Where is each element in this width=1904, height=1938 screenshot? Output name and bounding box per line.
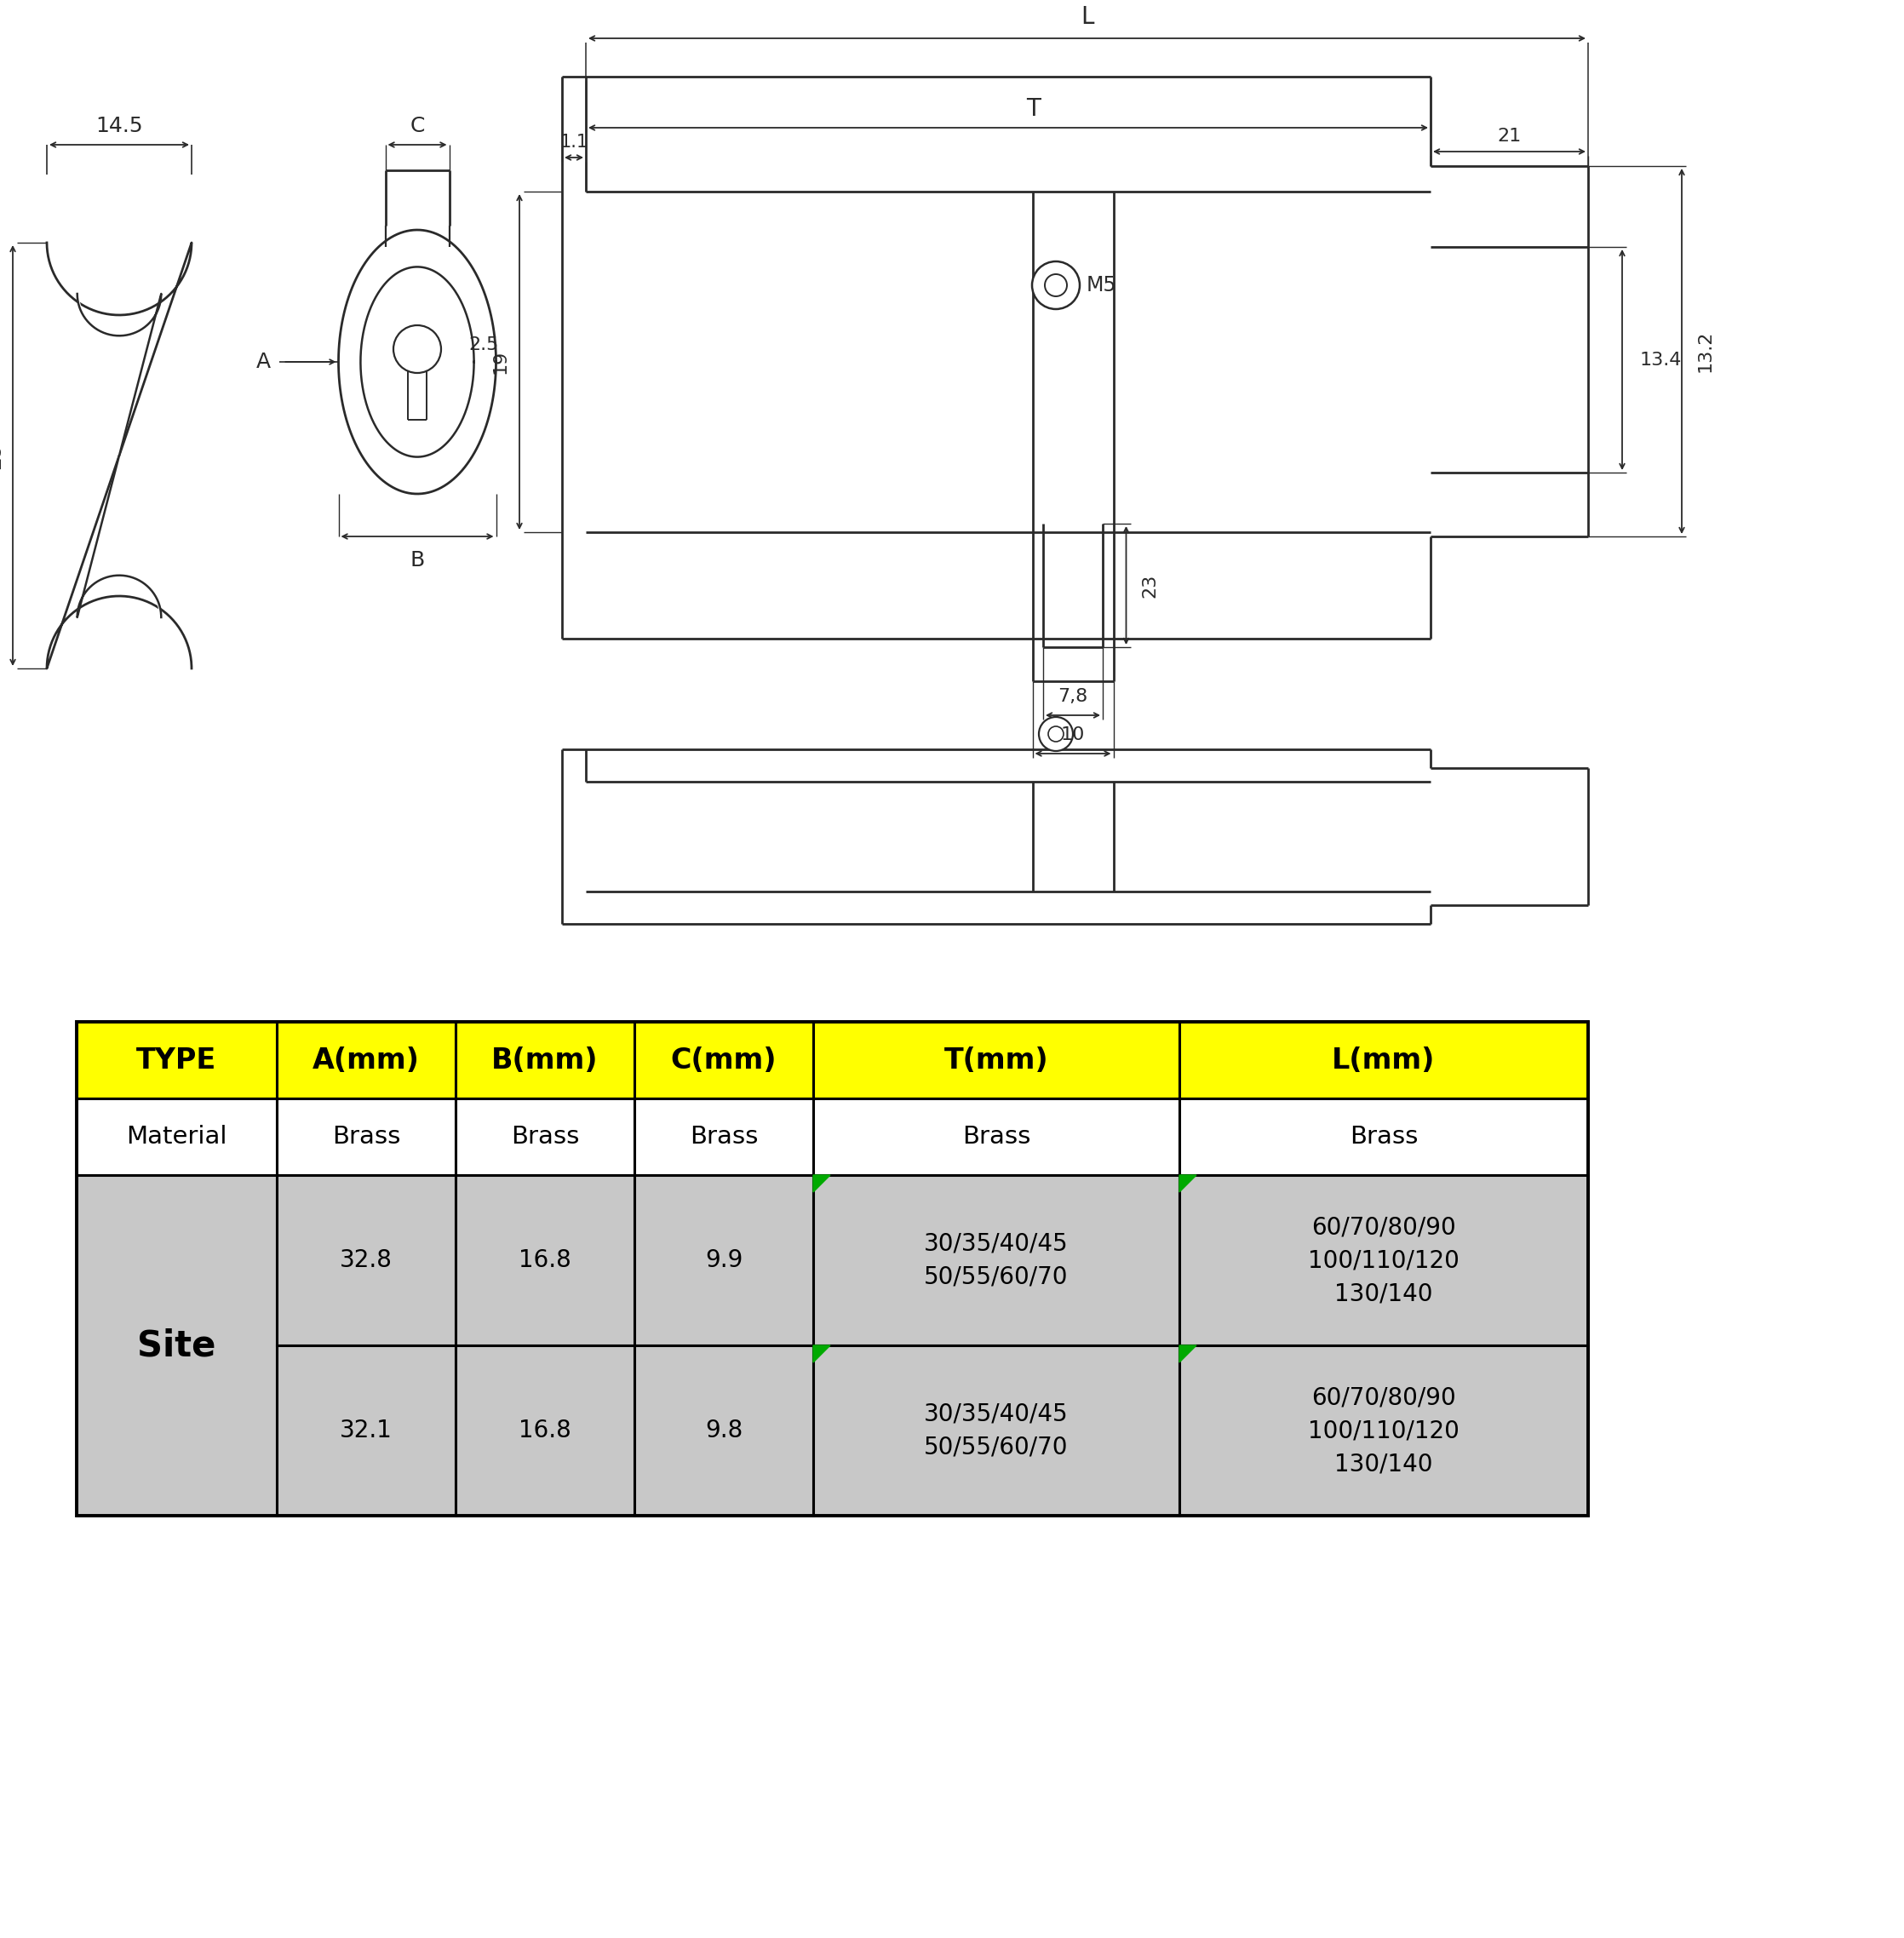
Text: 14.5: 14.5 — [95, 116, 143, 136]
Text: T: T — [1026, 97, 1041, 120]
Bar — [455, 1345, 634, 1516]
Bar — [1179, 1099, 1588, 1174]
Text: 13.4: 13.4 — [1639, 351, 1681, 368]
Text: Brass: Brass — [962, 1124, 1030, 1149]
Circle shape — [1040, 717, 1074, 752]
Polygon shape — [813, 1174, 830, 1192]
Text: 30/35/40/45
50/55/60/70: 30/35/40/45 50/55/60/70 — [923, 1401, 1068, 1459]
Circle shape — [1032, 262, 1080, 308]
Text: C(mm): C(mm) — [670, 1047, 777, 1074]
Bar — [76, 1099, 276, 1174]
Polygon shape — [1179, 1174, 1196, 1192]
Polygon shape — [78, 295, 162, 618]
Bar — [276, 1345, 455, 1516]
Text: C: C — [409, 116, 425, 136]
Text: L: L — [1080, 6, 1093, 29]
Circle shape — [1049, 727, 1064, 742]
Bar — [276, 1099, 455, 1174]
Bar — [276, 1021, 455, 1099]
Circle shape — [1045, 273, 1066, 297]
Polygon shape — [1179, 1345, 1196, 1362]
Text: Brass: Brass — [689, 1124, 758, 1149]
Text: T(mm): T(mm) — [944, 1047, 1049, 1074]
Text: 7,8: 7,8 — [1059, 688, 1087, 705]
Text: 32.8: 32.8 — [339, 1248, 392, 1271]
Text: 1.1: 1.1 — [560, 134, 588, 151]
Text: TYPE: TYPE — [137, 1047, 217, 1074]
Text: 32.1: 32.1 — [339, 1419, 392, 1442]
Bar — [276, 1174, 455, 1345]
Text: Brass: Brass — [331, 1124, 400, 1149]
Polygon shape — [360, 267, 474, 457]
Text: Material: Material — [126, 1124, 227, 1149]
Text: 60/70/80/90
100/110/120
130/140: 60/70/80/90 100/110/120 130/140 — [1308, 1386, 1460, 1475]
Text: 16.8: 16.8 — [518, 1248, 571, 1271]
Bar — [634, 1345, 813, 1516]
Bar — [76, 1021, 276, 1099]
Text: 60/70/80/90
100/110/120
130/140: 60/70/80/90 100/110/120 130/140 — [1308, 1215, 1460, 1306]
Polygon shape — [813, 1345, 830, 1362]
Bar — [813, 1345, 1179, 1516]
Text: Brass: Brass — [1350, 1124, 1418, 1149]
Text: 9.8: 9.8 — [704, 1419, 743, 1442]
Bar — [813, 1174, 1179, 1345]
Bar — [76, 1021, 1588, 1516]
Bar — [1179, 1174, 1588, 1345]
Text: 21: 21 — [1497, 128, 1521, 145]
Bar — [1179, 1021, 1588, 1099]
Text: A(mm): A(mm) — [312, 1047, 419, 1074]
Text: 19: 19 — [491, 351, 508, 374]
Bar — [455, 1174, 634, 1345]
Bar — [455, 1099, 634, 1174]
Text: 16.8: 16.8 — [518, 1419, 571, 1442]
Text: Brass: Brass — [510, 1124, 579, 1149]
Bar — [634, 1021, 813, 1099]
Text: A: A — [255, 351, 270, 372]
Bar — [455, 1021, 634, 1099]
Bar — [813, 1099, 1179, 1174]
Text: 23: 23 — [1142, 574, 1158, 597]
Text: L(mm): L(mm) — [1333, 1047, 1436, 1074]
Text: 2.5: 2.5 — [468, 337, 499, 353]
Bar — [76, 1174, 276, 1516]
Text: 9.9: 9.9 — [704, 1248, 743, 1271]
Bar — [1179, 1345, 1588, 1516]
Text: 29: 29 — [0, 442, 4, 469]
Circle shape — [394, 326, 442, 372]
Text: 30/35/40/45
50/55/60/70: 30/35/40/45 50/55/60/70 — [923, 1233, 1068, 1289]
Text: B(mm): B(mm) — [491, 1047, 598, 1074]
Bar — [634, 1174, 813, 1345]
Text: B: B — [409, 550, 425, 570]
Bar — [634, 1099, 813, 1174]
Text: 10: 10 — [1061, 727, 1085, 744]
Text: 13.2: 13.2 — [1696, 329, 1714, 372]
Polygon shape — [48, 242, 192, 669]
Polygon shape — [339, 231, 497, 494]
Bar — [813, 1021, 1179, 1099]
Text: M5: M5 — [1087, 275, 1118, 295]
Text: Site: Site — [137, 1328, 215, 1362]
